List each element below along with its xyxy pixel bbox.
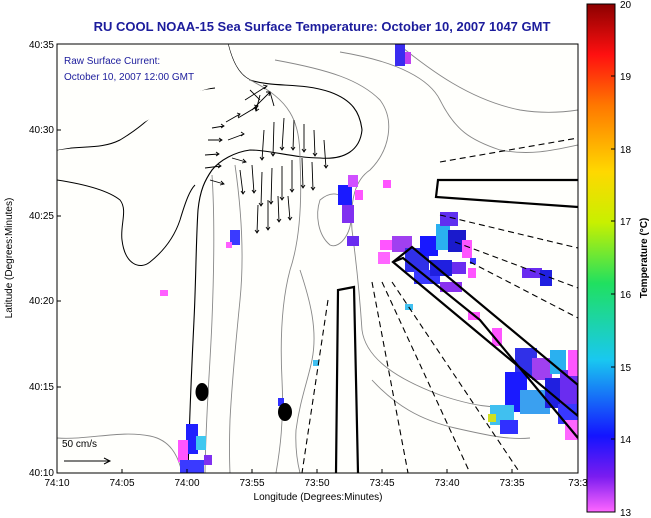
x-tick-label: 73:55 [239,478,264,489]
current-timestamp: October 10, 2007 12:00 GMT [64,72,194,83]
plot-area [57,44,578,473]
x-tick-label: 73:3 [568,478,588,489]
colorbar-gradient [586,3,616,513]
colorbar: 20 19 18 17 16 15 14 13 Temperature (°C) [586,0,650,518]
coastline [187,44,363,473]
bathymetry-contours [57,44,578,473]
x-tick-label: 74:00 [174,478,199,489]
colorbar-tick-label: 13 [620,508,632,518]
colorbar-tick-label: 20 [620,0,632,11]
current-vectors [204,84,329,234]
colorbar-tick-label: 18 [620,145,632,156]
station-marker [278,403,292,421]
colorbar-label: Temperature (°C) [639,218,650,299]
x-tick-label: 73:45 [369,478,394,489]
sst-patches [160,44,578,473]
x-tick-label: 74:05 [109,478,134,489]
x-tick-label: 73:50 [304,478,329,489]
study-area-outlines [334,178,578,473]
x-tick-label: 73:40 [434,478,459,489]
colorbar-tick-label: 16 [620,290,632,301]
y-axis-label: Latitude (Degrees:Minutes) [4,198,15,319]
y-tick-label: 40:15 [29,382,54,393]
y-tick-label: 40:25 [29,211,54,222]
station-marker [195,383,209,401]
x-axis: 74:10 74:05 74:00 73:55 73:50 73:45 73:4… [44,469,588,503]
scale-label: 50 cm/s [62,439,97,450]
x-tick-label: 74:10 [44,478,69,489]
x-axis-label: Longitude (Degrees:Minutes) [254,492,383,503]
y-tick-label: 40:10 [29,468,54,479]
colorbar-tick-label: 19 [620,72,632,83]
current-label: Raw Surface Current: [64,56,160,67]
colorbar-tick-label: 14 [620,435,632,446]
colorbar-tick-label: 15 [620,363,632,374]
y-axis: 40:35 40:30 40:25 40:20 40:15 40:10 Lati… [4,40,61,479]
y-tick-label: 40:30 [29,125,54,136]
land-mask [57,44,250,150]
colorbar-tick-label: 17 [620,217,632,228]
map-title: RU COOL NOAA-15 Sea Surface Temperature:… [94,19,551,34]
y-tick-label: 40:20 [29,296,54,307]
harbor-outline [57,179,196,266]
x-tick-label: 73:35 [499,478,524,489]
dashed-sector-lines [301,137,578,473]
y-tick-label: 40:35 [29,40,54,51]
scale-arrow [64,457,112,465]
